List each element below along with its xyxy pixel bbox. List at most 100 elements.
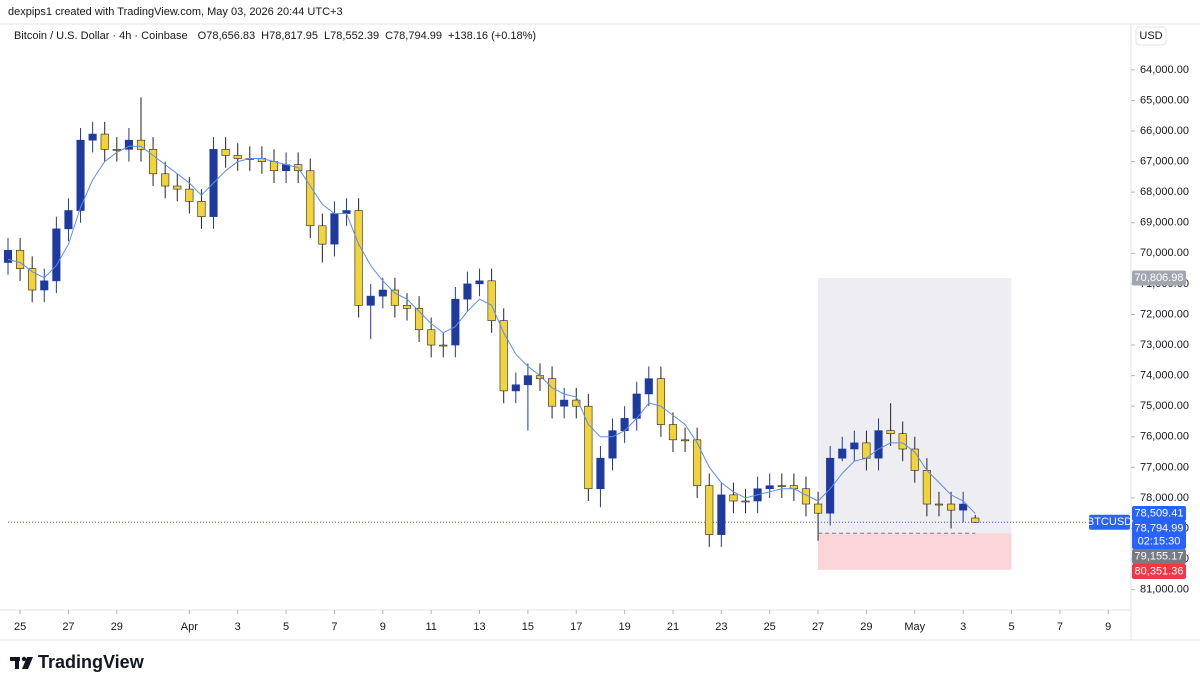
candle-body — [100, 133, 109, 150]
y-tick-label: 74,000.00 — [1140, 370, 1189, 382]
x-tick-label: Apr — [181, 621, 198, 633]
x-tick-label: 21 — [667, 621, 679, 633]
candle-body — [124, 139, 133, 150]
candle-body — [777, 485, 786, 487]
candle-body — [947, 503, 956, 511]
candle-body — [705, 485, 714, 535]
candle-body — [596, 457, 605, 490]
candle-body — [717, 494, 726, 535]
x-tick-label: 27 — [62, 621, 74, 633]
x-tick-label: 5 — [1008, 621, 1014, 633]
candle-body — [233, 155, 242, 159]
price-tag — [1132, 549, 1186, 565]
symbol: Bitcoin / U.S. Dollar · 4h · Coinbase — [14, 30, 188, 42]
currency-box[interactable] — [1135, 26, 1167, 46]
candle-body — [584, 405, 593, 490]
candle-body — [185, 188, 194, 202]
candle-body — [88, 133, 97, 141]
candle-body — [318, 225, 327, 245]
price-tag — [1132, 270, 1186, 286]
candle-body — [548, 378, 557, 407]
candle-body — [402, 304, 412, 309]
candle-body — [838, 448, 847, 459]
symbol-header: Bitcoin / U.S. Dollar · 4h · Coinbase O 78… — [14, 30, 536, 42]
currency[interactable]: USD — [1139, 30, 1162, 42]
candle-body — [826, 457, 835, 514]
x-tick-label: 17 — [570, 621, 582, 633]
candle-body — [922, 470, 931, 505]
x-tick-label: 23 — [715, 621, 727, 633]
x-tick-label: 7 — [331, 621, 337, 633]
y-tick-label: 65,000.00 — [1140, 94, 1189, 106]
candle-body — [959, 503, 968, 511]
candle-body — [729, 494, 738, 502]
ohlc-key: L — [324, 30, 330, 42]
y-tick-label: 64,000.00 — [1140, 64, 1189, 76]
ohlc-key: C — [385, 30, 393, 42]
change: +138.16 (+0.18%) — [448, 30, 536, 42]
candle-body — [644, 378, 653, 395]
y-tick-label: 70,000.00 — [1140, 247, 1189, 259]
ohlc-key: O — [198, 30, 207, 42]
y-tick-label: 75,000.00 — [1140, 400, 1189, 412]
price-tag-label: 70,806.98 — [1135, 272, 1184, 284]
candle-body — [16, 249, 25, 269]
ticker-label: BTCUSD — [1087, 516, 1132, 528]
candle-body — [511, 384, 520, 392]
candle-body — [28, 268, 37, 291]
candle-body — [197, 201, 206, 217]
candle-body — [850, 442, 859, 450]
x-tick-label: 3 — [960, 621, 966, 633]
x-tick-label: 27 — [812, 621, 824, 633]
price-tag — [1132, 521, 1186, 550]
x-tick-label: 7 — [1057, 621, 1063, 633]
candle-body — [221, 149, 230, 156]
y-tick-label: 67,000.00 — [1140, 155, 1189, 167]
x-tick-label: May — [904, 621, 925, 633]
y-tick-label: 81,000.00 — [1140, 584, 1189, 596]
candle-body — [693, 439, 702, 486]
candle-body — [136, 139, 146, 150]
candle-body — [560, 399, 569, 407]
x-tick-label: 25 — [764, 621, 776, 633]
position-stop-zone — [818, 533, 1012, 570]
brand: TradingView — [38, 652, 145, 672]
candle-body — [681, 439, 690, 442]
candle-body — [487, 280, 496, 321]
y-tick-label: 66,000.00 — [1140, 125, 1189, 137]
price-tag — [1132, 564, 1186, 580]
ohlc-value: 78,817.95 — [269, 30, 318, 42]
price-tag-label: 79,155.17 — [1135, 550, 1184, 562]
y-tick-label: 72,000.00 — [1140, 308, 1189, 320]
y-tick-label: 69,000.00 — [1140, 217, 1189, 229]
candle-body — [306, 170, 315, 227]
candle-body — [390, 289, 399, 306]
candle-body — [910, 448, 919, 471]
candle-body — [523, 375, 532, 386]
logo-dot — [21, 656, 27, 662]
candle-body — [886, 430, 895, 435]
candle-body — [149, 149, 158, 175]
x-tick-label: 5 — [283, 621, 289, 633]
candle-body — [741, 500, 750, 503]
x-tick-label: 9 — [1105, 621, 1111, 633]
x-tick-label: 29 — [860, 621, 872, 633]
position-target-zone — [818, 277, 1012, 534]
candle-body — [173, 185, 182, 190]
y-tick-label: 78,000.00 — [1140, 492, 1189, 504]
candle-body — [874, 430, 883, 459]
candle-body — [668, 424, 678, 441]
price-tag-label: 80,351.36 — [1135, 565, 1184, 577]
y-tick-label: 68,000.00 — [1140, 186, 1189, 198]
candle-body — [789, 485, 798, 490]
ticker-tag — [1089, 514, 1130, 530]
candle-body — [608, 430, 617, 459]
ohlc-value: 78,552.39 — [330, 30, 379, 42]
candle-body — [269, 161, 279, 172]
x-tick-label: 15 — [522, 621, 534, 633]
candle-body — [64, 210, 73, 230]
logo-slash — [22, 657, 33, 669]
candle-body — [463, 283, 472, 300]
